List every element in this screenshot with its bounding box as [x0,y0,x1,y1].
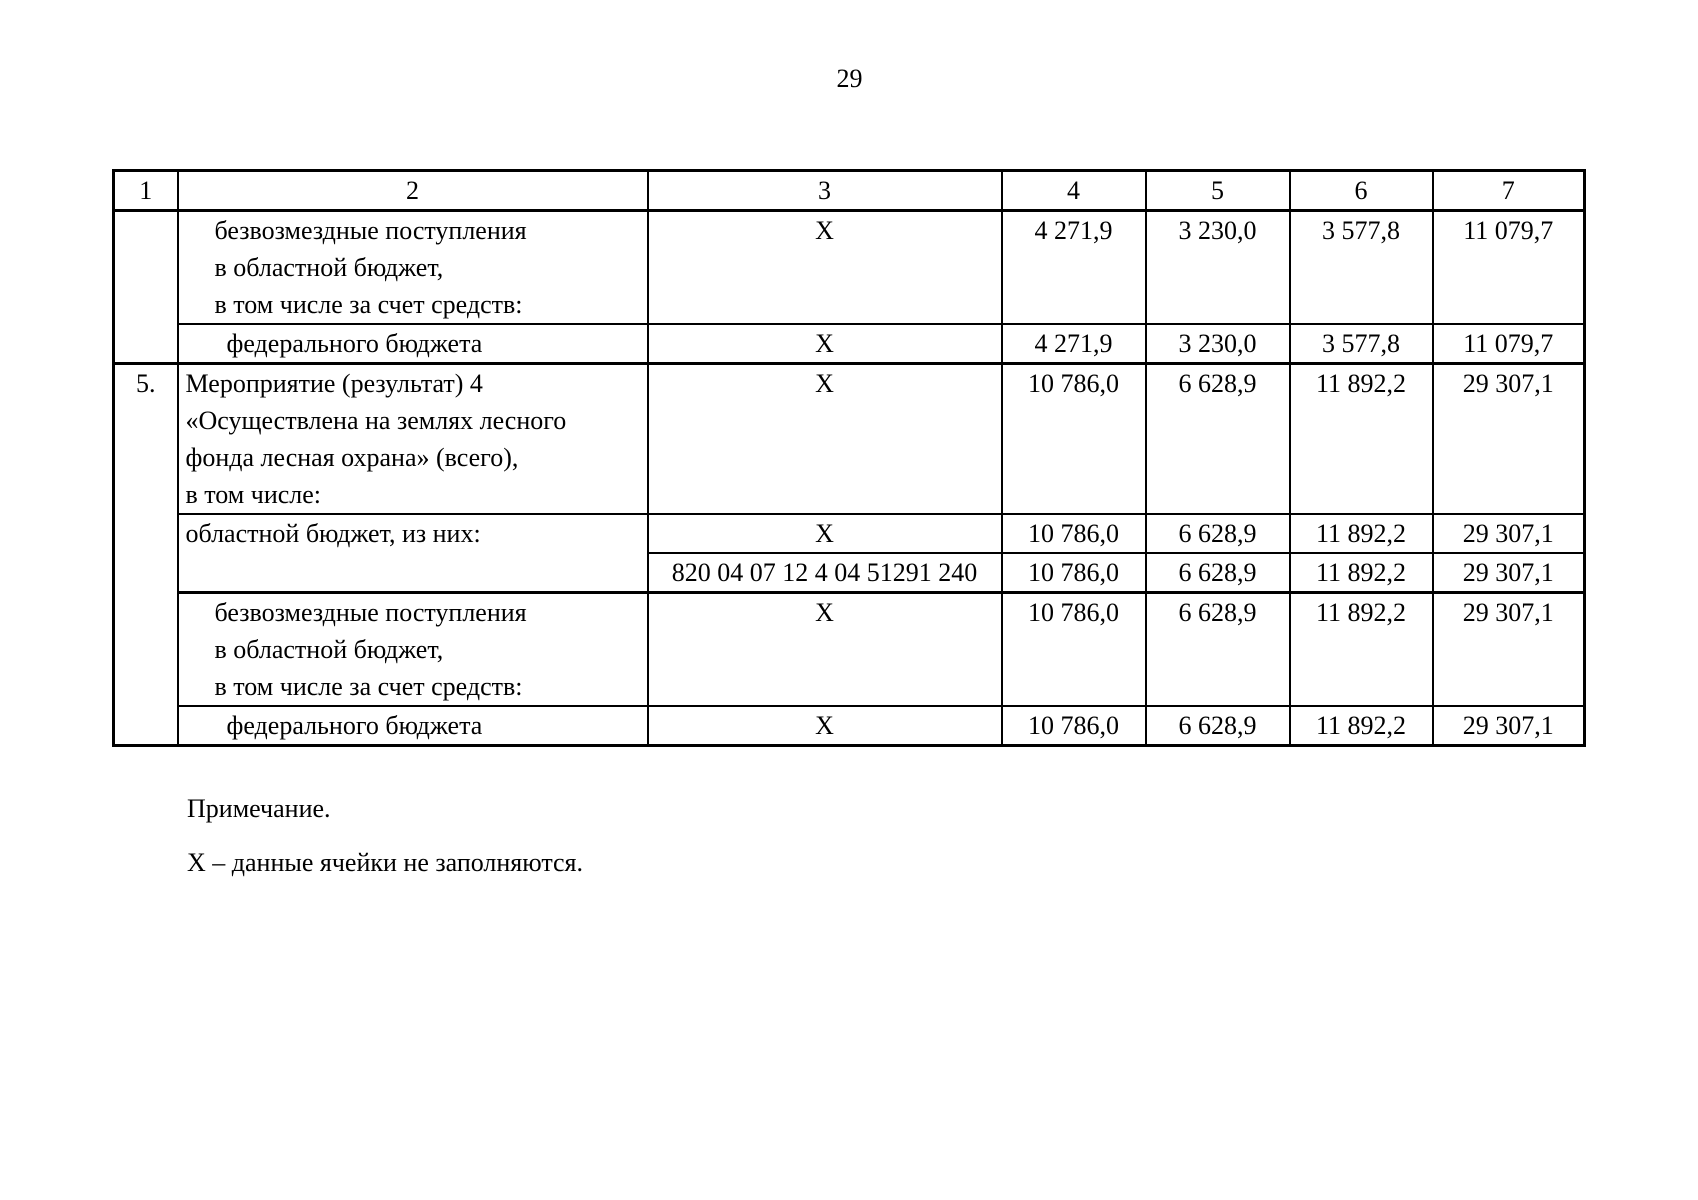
row-number-cell-empty [112,209,179,365]
value-cell-4: 10 786,0 [1000,513,1147,554]
row-measure-5: 5. Мероприятие (результат) 4 «Осуществле… [112,362,1586,747]
value-cell-6: 11 892,2 [1288,362,1434,515]
value-cell-7: 11 079,7 [1431,209,1586,325]
value-cell-5: 6 628,9 [1144,591,1291,707]
value-cell-6: 11 892,2 [1288,705,1434,747]
name-line: в том числе за счет средств: [214,290,523,319]
page-number: 29 [836,64,863,93]
row-budget-code: 820 04 07 12 4 04 51291 240 10 786,0 6 6… [114,552,1586,594]
name-cell: федерального бюджета [176,705,649,747]
row-grant-receipts-1: безвозмездные поступления в областной бю… [112,209,1586,365]
name-cell: безвозмездные поступления в областной бю… [176,209,649,325]
name-line: федерального бюджета [226,711,483,740]
header-cell-6: 6 [1288,169,1434,212]
value-cell-6: 11 892,2 [1288,591,1434,707]
header-cell-5: 5 [1144,169,1291,212]
header-cell-3: 3 [646,169,1003,212]
value-cell-7: 29 307,1 [1431,705,1586,747]
note-title: Примечание. [187,794,331,823]
name-line: фонда лесная охрана» (всего), [185,443,519,472]
name-cell: Мероприятие (результат) 4 «Осуществлена … [176,362,649,515]
value-cell-6: 3 577,8 [1288,209,1434,325]
row-number-cell: 5. [112,362,179,747]
value-cell-4: 4 271,9 [1000,209,1147,325]
value-cell-4: 10 786,0 [1000,591,1147,707]
row-grant-receipts-2: безвозмездные поступления в областной бю… [114,591,1586,707]
name-line: «Осуществлена на землях лесного [185,406,567,435]
code-cell: X [646,209,1003,325]
name-line: в областной бюджет, [214,635,444,664]
header-cell-7: 7 [1431,169,1586,212]
code-cell: X [646,705,1003,747]
code-cell: X [646,591,1003,707]
name-line: безвозмездные поступления [214,598,527,627]
value-cell-5: 6 628,9 [1144,362,1291,515]
name-line: в том числе: [185,480,322,509]
name-cell: безвозмездные поступления в областной бю… [176,591,649,707]
header-cell-4: 4 [1000,169,1147,212]
value-cell-4: 10 786,0 [1000,552,1147,594]
row-federal-budget-1: федерального бюджета X 4 271,9 3 230,0 3… [114,323,1586,365]
name-line: в том числе за счет средств: [214,672,523,701]
note-text: Х – данные ячейки не заполняются. [187,848,584,877]
value-cell-5: 6 628,9 [1144,552,1291,594]
value-cell-6: 11 892,2 [1288,513,1434,554]
row-regional-budget: областной бюджет, из них: X 10 786,0 6 6… [114,513,1586,594]
value-cell-5: 6 628,9 [1144,705,1291,747]
name-line: в областной бюджет, [214,253,444,282]
value-cell-5: 6 628,9 [1144,513,1291,554]
code-cell: X [646,323,1003,365]
name-line: Мероприятие (результат) 4 [185,369,483,398]
value-cell-4: 10 786,0 [1000,705,1147,747]
value-cell-7: 11 079,7 [1431,323,1586,365]
value-cell-7: 29 307,1 [1431,591,1586,707]
name-cell: федерального бюджета [176,323,649,365]
budget-code-cell: 820 04 07 12 4 04 51291 240 [646,552,1003,594]
code-cell: X [646,362,1003,515]
value-cell-4: 10 786,0 [1000,362,1147,515]
value-cell-5: 3 230,0 [1144,323,1291,365]
value-cell-5: 3 230,0 [1144,209,1291,325]
name-line: областной бюджет, из них: [185,519,481,548]
value-cell-6: 11 892,2 [1288,552,1434,594]
value-cell-6: 3 577,8 [1288,323,1434,365]
row-federal-budget-2: федерального бюджета X 10 786,0 6 628,9 … [114,705,1586,747]
value-cell-7: 29 307,1 [1431,362,1586,515]
value-cell-7: 29 307,1 [1431,513,1586,554]
header-cell-2: 2 [176,169,649,212]
name-line: безвозмездные поступления [214,216,527,245]
header-cell-1: 1 [112,169,179,212]
budget-table: 1 2 3 4 5 6 7 безвозмездные поступления … [112,169,1586,747]
table-header-row: 1 2 3 4 5 6 7 [112,169,1586,212]
name-cell: областной бюджет, из них: [176,513,649,594]
note-block: Примечание. Х – данные ячейки не заполня… [187,782,583,890]
code-cell: X [646,513,1003,554]
value-cell-4: 4 271,9 [1000,323,1147,365]
value-cell-7: 29 307,1 [1431,552,1586,594]
name-line: федерального бюджета [226,329,483,358]
